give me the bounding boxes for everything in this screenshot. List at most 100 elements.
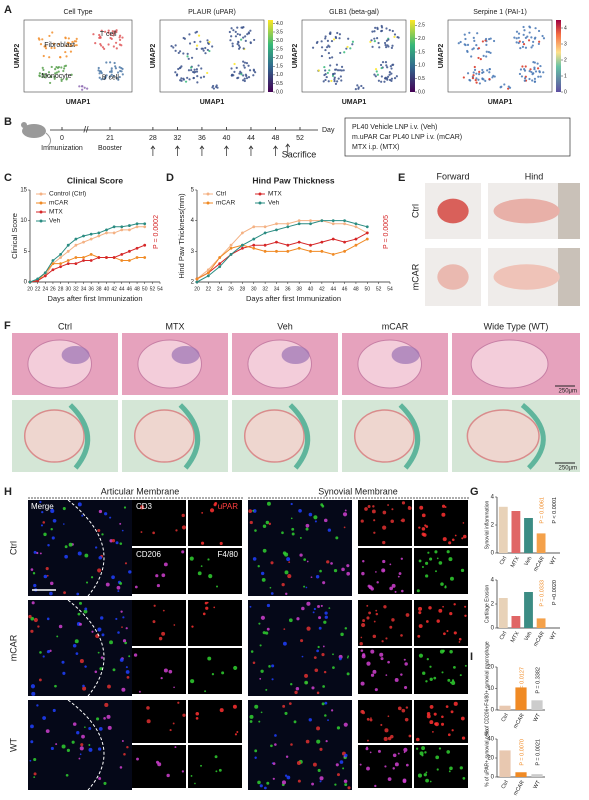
umap-point <box>472 74 475 77</box>
umap-point <box>234 35 238 38</box>
umap-point <box>387 38 390 41</box>
umap-point <box>193 68 196 71</box>
fluorescent-cell <box>174 746 177 749</box>
umap-point <box>517 36 520 39</box>
umap-point <box>244 73 247 76</box>
x-tick-label: 30 <box>65 286 71 292</box>
umap-point <box>116 71 120 74</box>
fluorescent-cell <box>366 604 369 607</box>
fluorescent-cell <box>271 664 275 668</box>
umap-point <box>339 51 342 55</box>
umap-point <box>320 40 323 43</box>
fluorescent-cell <box>30 629 34 633</box>
fluorescent-cell <box>344 783 348 787</box>
fluorescent-cell <box>169 729 172 732</box>
umap-point <box>118 43 122 46</box>
fluorescent-cell <box>140 505 145 510</box>
umap-point <box>336 69 340 72</box>
group-label: m.uPAR Car PL40 LNP i.v. (mCAR) <box>352 134 462 141</box>
colorbar-tick-label: 2.0 <box>276 55 283 61</box>
fluorescent-cell <box>372 669 377 674</box>
fluorescent-cell <box>321 653 325 657</box>
fluorescent-cell <box>433 712 437 716</box>
x-tick-label: 34 <box>81 286 87 292</box>
he-infiltrate <box>171 346 200 364</box>
fluorescent-cell <box>79 746 84 751</box>
x-tick-label: 24 <box>217 286 223 292</box>
umap-point <box>330 39 334 43</box>
umap-point <box>530 36 533 39</box>
event-label: Immunization <box>41 145 83 152</box>
fluorescent-cell <box>94 670 98 674</box>
umap-point <box>66 41 70 44</box>
umap-point <box>469 79 472 82</box>
fluorescent-cell <box>197 571 202 576</box>
umap-point <box>340 79 343 82</box>
data-point <box>206 268 210 272</box>
fluorescent-cell <box>441 512 446 517</box>
umap-point <box>530 46 533 49</box>
fluorescent-cell <box>30 684 36 689</box>
fluorescent-cell <box>336 726 341 730</box>
x-tick-label: 48 <box>134 286 140 292</box>
umap-point <box>238 33 242 36</box>
x-tick-label: mCAR <box>513 713 526 730</box>
fluorescent-cell <box>421 513 426 518</box>
fluorescent-cell <box>254 529 257 532</box>
fluorescent-cell <box>46 617 50 621</box>
fluorescent-cell <box>133 653 138 657</box>
umap-point <box>193 71 196 74</box>
umap-point <box>57 70 60 73</box>
umap-point <box>242 74 245 77</box>
fluorescent-cell <box>42 716 47 720</box>
fluorescent-cell <box>428 606 432 610</box>
fluorescent-cell <box>446 550 450 554</box>
fluorescent-cell <box>182 713 186 717</box>
umap-point <box>489 51 492 54</box>
colorbar-tick-label: 3.0 <box>276 38 283 44</box>
data-point <box>120 228 124 232</box>
umap-point <box>536 62 539 65</box>
umap-point <box>533 66 536 69</box>
fluorescent-cell <box>306 626 311 631</box>
fluorescent-cell <box>282 551 287 555</box>
channel-image <box>188 745 242 788</box>
fluorescent-cell <box>97 568 102 573</box>
timeline-day: 48 <box>272 135 280 142</box>
series-line <box>196 238 368 280</box>
umap-point <box>324 48 327 52</box>
fluorescent-cell <box>258 720 261 723</box>
fluorescent-cell <box>45 729 50 733</box>
fluorescent-cell <box>153 604 156 607</box>
p-value: P = 0.3382 <box>535 667 541 694</box>
colorbar-tick-label: 0.0 <box>418 89 425 95</box>
umap-point <box>311 46 315 49</box>
umap-point <box>470 55 473 58</box>
umap-point <box>64 36 67 39</box>
fluorescent-cell <box>274 743 277 746</box>
fluorescent-cell <box>204 601 208 605</box>
umap-point <box>55 65 58 69</box>
timeline-day: 36 <box>198 135 206 142</box>
umap-point <box>538 70 541 73</box>
fluorescent-cell <box>375 571 377 573</box>
fluorescent-cell <box>30 616 35 621</box>
umap-point <box>390 77 393 80</box>
umap-point <box>229 39 232 42</box>
fluorescent-cell <box>438 561 443 565</box>
umap-point <box>385 46 388 49</box>
umap-point <box>97 66 100 70</box>
umap-point <box>53 75 56 78</box>
umap-point <box>242 79 245 82</box>
umap-point <box>519 47 522 50</box>
umap-point <box>249 41 252 44</box>
fluorescent-cell <box>332 653 334 656</box>
cartilage <box>520 403 546 470</box>
fluorescent-cell <box>123 752 126 756</box>
channel-image <box>358 648 412 694</box>
fluorescent-cell <box>446 750 451 754</box>
channel-image <box>132 700 186 743</box>
colorbar <box>410 20 415 92</box>
fluorescent-cell <box>111 575 115 580</box>
fluorescent-cell <box>324 714 327 717</box>
